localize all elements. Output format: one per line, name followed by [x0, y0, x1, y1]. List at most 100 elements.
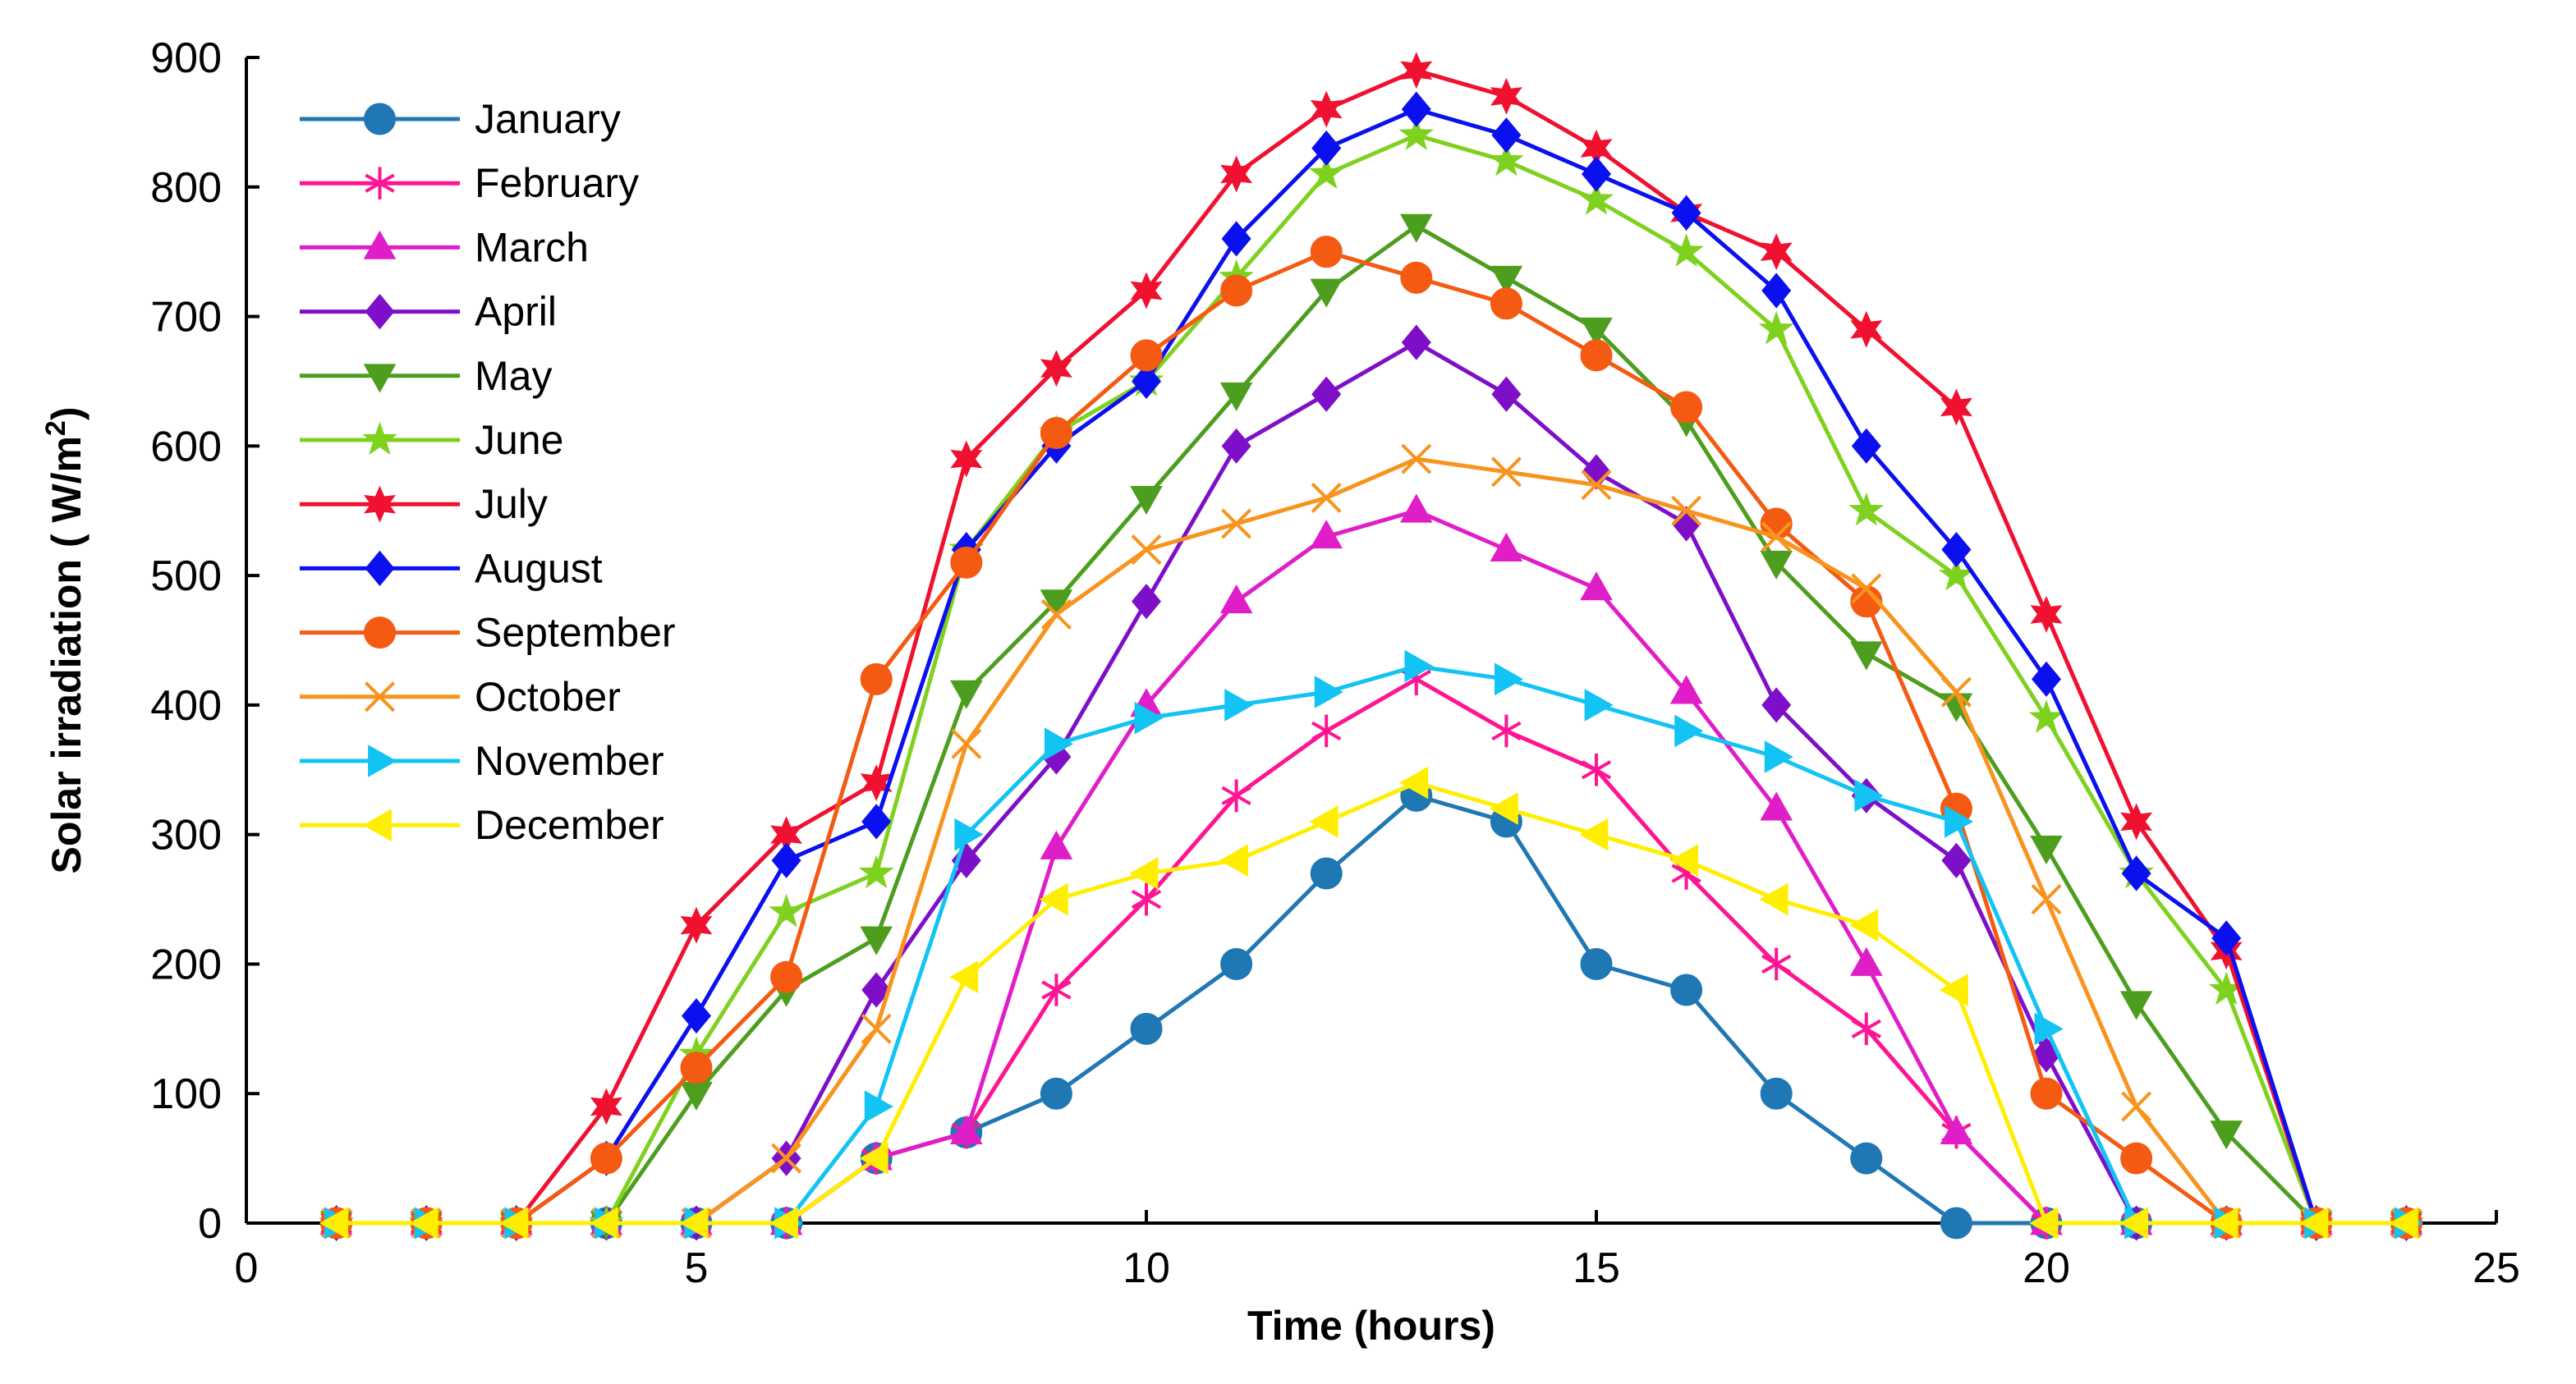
y-axis-ticks: 0 100 200 300 400 500 600 700 800 900: [150, 34, 259, 1248]
legend-marker-september: [364, 616, 396, 649]
legend-marker-june: [362, 421, 397, 456]
data-point-june: [1669, 233, 1704, 267]
data-point-december: [2119, 1207, 2148, 1240]
y-tick-label: 900: [150, 34, 222, 82]
data-point-august: [771, 842, 801, 878]
data-point-august: [2032, 661, 2061, 697]
data-point-november: [864, 1090, 893, 1123]
data-point-august: [2121, 855, 2151, 891]
data-point-july: [1490, 77, 1522, 115]
data-point-january: [1130, 1012, 1163, 1045]
data-point-december: [589, 1207, 618, 1240]
legend-label-october: October: [475, 674, 621, 720]
legend-label-june: June: [475, 417, 563, 463]
data-point-may: [1040, 589, 1073, 619]
data-point-july: [950, 440, 983, 478]
data-point-june: [1308, 155, 1344, 190]
legend-entry-july: July: [300, 481, 548, 527]
data-point-november: [1045, 727, 1074, 761]
data-point-august: [1311, 130, 1342, 167]
data-point-january: [1580, 947, 1613, 980]
data-point-june: [1489, 142, 1524, 176]
data-point-september: [1580, 339, 1613, 372]
data-point-june: [858, 855, 894, 889]
data-point-december: [1759, 882, 1789, 916]
data-point-march: [1219, 584, 1253, 614]
y-axis-title: Solar irradiation ( W/m2): [40, 407, 90, 874]
data-point-march: [1669, 675, 1703, 704]
data-point-july: [1760, 233, 1793, 271]
legend-marker-december: [362, 809, 392, 841]
series-december: [319, 766, 2418, 1240]
legend-marker-november: [368, 745, 397, 777]
data-point-september: [1310, 236, 1343, 268]
data-point-september: [1490, 287, 1522, 320]
data-point-august: [682, 997, 711, 1034]
x-tick-label: 10: [1123, 1244, 1170, 1292]
y-tick-label: 300: [150, 812, 222, 859]
data-point-june: [1939, 557, 1974, 591]
data-point-january: [1220, 947, 1253, 980]
data-point-july: [860, 764, 893, 802]
legend-label-july: July: [475, 481, 548, 527]
data-point-april: [1941, 842, 1972, 878]
data-point-march: [1400, 493, 1433, 523]
data-point-october: [1311, 482, 1342, 513]
data-point-december: [769, 1207, 798, 1240]
legend-marker-january: [364, 103, 396, 135]
y-tick-label: 700: [150, 294, 222, 341]
data-point-june: [769, 893, 804, 928]
series-line-september: [336, 250, 2407, 1226]
data-point-august: [1401, 91, 1431, 127]
data-point-may: [2030, 836, 2063, 865]
data-point-august: [1582, 156, 1611, 192]
legend-entry-march: March: [300, 224, 589, 270]
data-point-december: [2209, 1207, 2239, 1240]
data-point-july: [1220, 155, 1253, 193]
legend-label-december: December: [475, 802, 664, 848]
data-point-november: [1764, 740, 1793, 773]
data-point-december: [1489, 792, 1518, 825]
data-point-july: [1400, 52, 1433, 89]
data-point-april: [1401, 324, 1431, 360]
series-line-july: [336, 68, 2407, 1226]
data-point-april: [2032, 1037, 2061, 1073]
data-point-september: [590, 1142, 622, 1175]
data-point-november: [2034, 1012, 2064, 1046]
y-tick-label: 800: [150, 164, 222, 212]
legend-entry-december: December: [300, 802, 664, 848]
data-point-april: [1311, 376, 1342, 412]
data-point-september: [680, 1052, 713, 1084]
data-point-december: [319, 1207, 348, 1240]
data-point-december: [1129, 857, 1159, 890]
data-point-november: [954, 818, 984, 851]
data-point-september: [1040, 417, 1072, 450]
data-point-may: [1490, 265, 1523, 295]
y-axis-title-close: ): [44, 407, 90, 421]
series-line-december: [336, 781, 2407, 1226]
data-point-october: [1221, 508, 1252, 539]
data-point-january: [1940, 1207, 1972, 1240]
data-point-november: [1314, 676, 1343, 708]
data-point-may: [1400, 213, 1433, 243]
data-point-december: [409, 1207, 439, 1240]
data-point-november: [1404, 649, 1434, 683]
data-point-october: [1401, 443, 1432, 474]
data-point-december: [1039, 882, 1068, 916]
data-point-april: [861, 972, 892, 1008]
data-point-december: [1939, 974, 1968, 1006]
data-point-july: [680, 906, 713, 944]
legend-label-february: February: [475, 160, 639, 206]
data-point-april: [1491, 376, 1522, 412]
data-point-august: [1941, 531, 1972, 568]
y-axis-title-superscript: 2: [40, 420, 71, 436]
x-tick-label: 0: [235, 1244, 259, 1292]
y-tick-label: 500: [150, 552, 222, 600]
data-point-july: [770, 816, 803, 854]
data-point-march: [950, 1115, 983, 1144]
data-point-march: [1850, 946, 1883, 976]
data-point-july: [1310, 90, 1343, 128]
legend-label-may: May: [475, 353, 552, 399]
data-point-august: [1491, 117, 1522, 154]
